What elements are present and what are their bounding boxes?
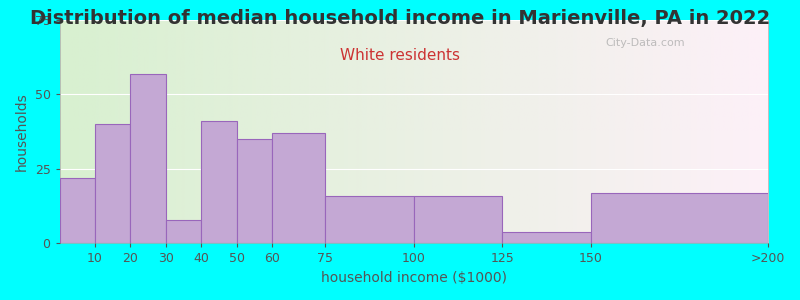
Text: City-Data.com: City-Data.com (605, 38, 685, 48)
Bar (202, 121, 237, 243)
Bar (272, 133, 325, 243)
Text: White residents: White residents (340, 48, 460, 63)
Bar (130, 74, 166, 243)
Bar (325, 196, 414, 243)
Text: Distribution of median household income in Marienville, PA in 2022: Distribution of median household income … (30, 9, 770, 28)
Bar (590, 193, 768, 243)
Bar (95, 124, 130, 243)
X-axis label: household income ($1000): household income ($1000) (321, 271, 506, 285)
Bar (59, 178, 95, 243)
Bar (502, 232, 590, 243)
Y-axis label: households: households (15, 92, 29, 171)
Bar (166, 220, 202, 243)
Bar (414, 196, 502, 243)
Bar (237, 139, 272, 243)
